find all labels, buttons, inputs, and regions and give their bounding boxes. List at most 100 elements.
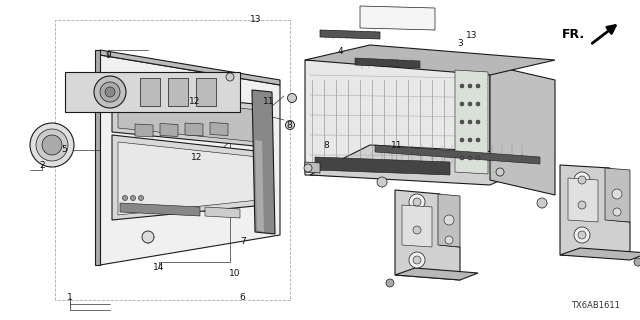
Circle shape [105,87,115,97]
Polygon shape [305,162,320,173]
Circle shape [468,156,472,160]
Polygon shape [375,145,540,164]
Polygon shape [168,78,188,106]
Circle shape [578,231,586,239]
Polygon shape [310,145,555,185]
Polygon shape [100,50,280,85]
Circle shape [613,208,621,216]
Text: 8: 8 [323,141,329,150]
Text: 11: 11 [391,140,403,149]
Circle shape [131,196,136,201]
Text: 12: 12 [191,153,203,162]
Polygon shape [438,194,460,247]
Circle shape [574,172,590,188]
Polygon shape [320,30,380,39]
Circle shape [94,76,126,108]
Text: 2: 2 [39,161,45,170]
Text: 4: 4 [337,47,343,57]
Circle shape [574,227,590,243]
Polygon shape [305,45,555,75]
Polygon shape [160,124,178,137]
Circle shape [138,196,143,201]
Polygon shape [605,168,630,222]
Text: 6: 6 [239,293,245,302]
Circle shape [30,123,74,167]
Polygon shape [205,207,240,218]
Circle shape [468,138,472,142]
Polygon shape [252,90,275,234]
Circle shape [304,164,312,172]
Polygon shape [560,248,640,260]
Circle shape [476,156,480,160]
Polygon shape [360,6,435,30]
Circle shape [496,168,504,176]
Circle shape [100,82,120,102]
Polygon shape [315,157,450,175]
Circle shape [287,93,296,102]
Polygon shape [568,178,598,222]
Circle shape [476,120,480,124]
Circle shape [413,256,421,264]
Text: 3: 3 [457,38,463,47]
Polygon shape [100,55,280,265]
Circle shape [460,138,464,142]
Circle shape [285,121,294,130]
Text: 9: 9 [105,52,111,60]
Text: FR.: FR. [562,28,585,42]
Circle shape [42,135,62,155]
Circle shape [574,197,590,213]
Circle shape [476,102,480,106]
Circle shape [445,236,453,244]
Polygon shape [196,78,216,106]
Circle shape [409,222,425,238]
Polygon shape [402,205,432,247]
Circle shape [460,156,464,160]
Circle shape [413,226,421,234]
Circle shape [36,129,68,161]
Circle shape [122,196,127,201]
Polygon shape [455,70,488,174]
Circle shape [612,189,622,199]
Polygon shape [185,123,203,136]
Circle shape [226,73,234,81]
Circle shape [460,102,464,106]
Polygon shape [355,58,420,68]
Circle shape [386,279,394,287]
Polygon shape [490,65,555,195]
Text: 5: 5 [61,146,67,155]
Circle shape [444,215,454,225]
Circle shape [476,138,480,142]
Polygon shape [395,268,478,280]
Polygon shape [112,135,265,220]
Circle shape [634,258,640,266]
Polygon shape [560,165,630,258]
Text: 7: 7 [240,236,246,245]
Circle shape [460,120,464,124]
Text: 8: 8 [286,122,292,131]
Circle shape [468,120,472,124]
Polygon shape [305,60,490,180]
Circle shape [409,194,425,210]
Circle shape [468,102,472,106]
Polygon shape [395,190,460,280]
Text: 10: 10 [229,268,241,277]
Circle shape [413,198,421,206]
Polygon shape [65,72,240,112]
Polygon shape [118,95,258,142]
Text: TX6AB1611: TX6AB1611 [571,301,620,310]
Circle shape [476,84,480,88]
Circle shape [377,177,387,187]
Polygon shape [255,140,264,232]
Text: 14: 14 [154,262,164,271]
Text: 13: 13 [250,15,262,25]
Circle shape [460,84,464,88]
Polygon shape [140,78,160,106]
Polygon shape [135,124,153,137]
Circle shape [409,252,425,268]
Circle shape [537,198,547,208]
Circle shape [468,84,472,88]
Polygon shape [210,123,228,135]
Text: 13: 13 [467,30,477,39]
Text: 11: 11 [263,98,275,107]
Text: 1: 1 [67,293,73,302]
